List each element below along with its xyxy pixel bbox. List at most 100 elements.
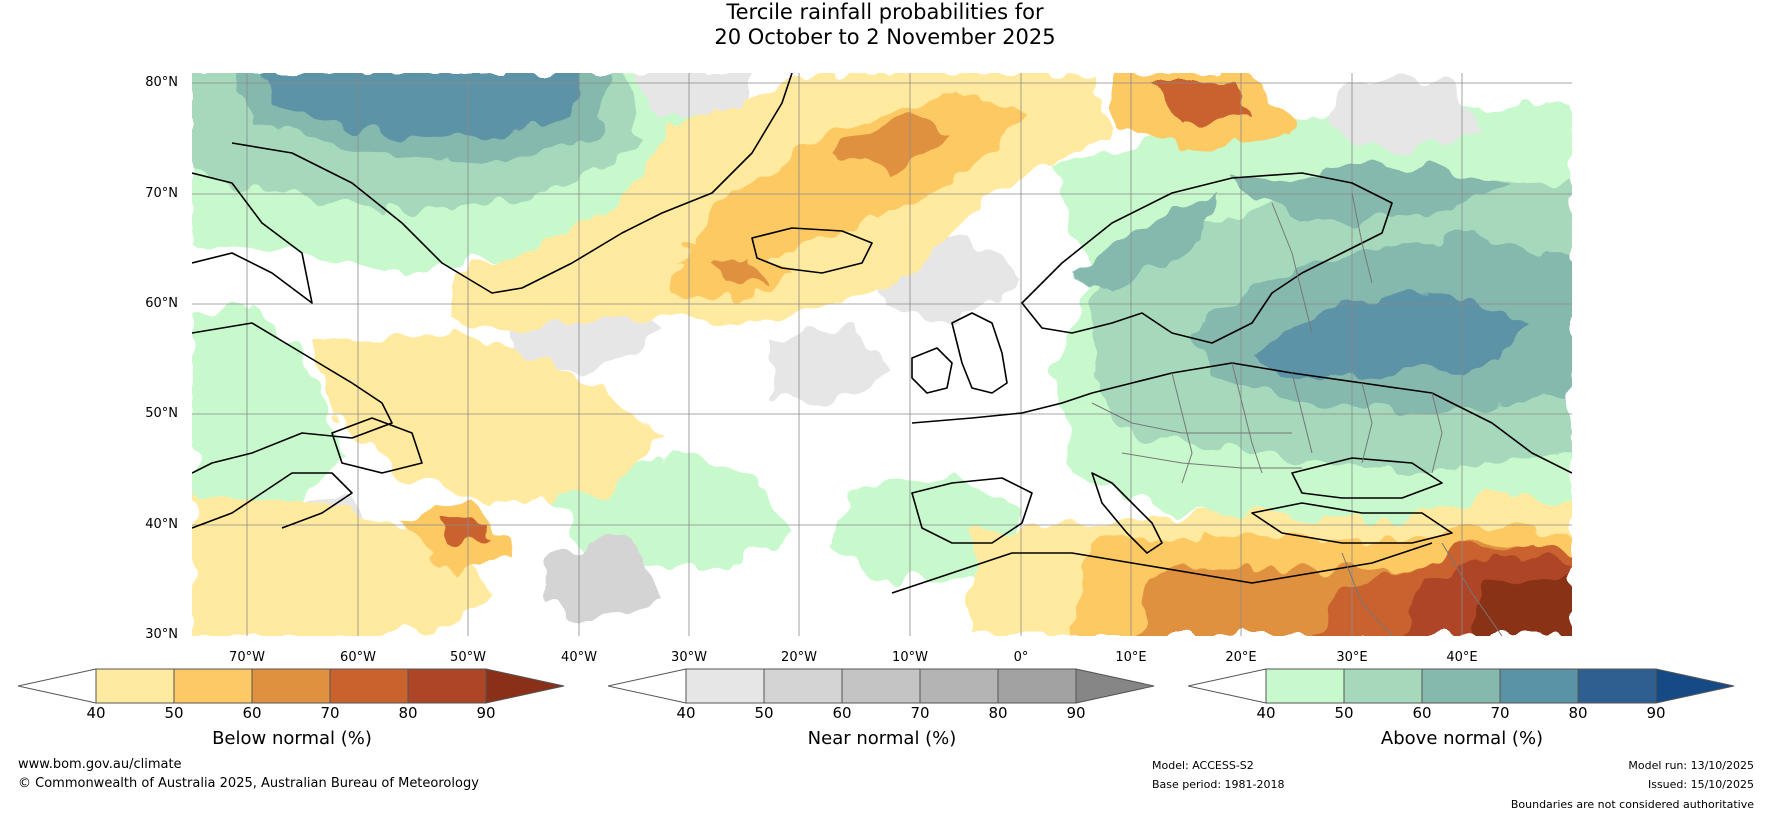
lon-label-20w: 20°W: [781, 650, 817, 665]
lon-label-30w: 30°W: [671, 650, 707, 665]
coastline-greenland: [231, 73, 793, 294]
colorbar-above-label: Above normal (%): [1380, 728, 1544, 749]
footer-disclaimer: Boundaries are not considered authoritat…: [1510, 798, 1754, 811]
colorbar-segment: [997, 668, 1077, 704]
colorbar-tick-label: 40: [86, 704, 106, 722]
colorbar-segment: [95, 668, 175, 704]
rainfall-probability-map: [192, 73, 1572, 636]
colorbar-segment: [251, 668, 331, 704]
title-line-1: Tercile rainfall probabilities for: [726, 0, 1044, 24]
coastline-europe: [911, 362, 1572, 474]
footer-website: www.bom.gov.au/climate: [18, 757, 182, 772]
lon-label-30e: 30°E: [1336, 650, 1368, 665]
footer-copyright: © Commonwealth of Australia 2025, Austra…: [18, 776, 479, 791]
colorbar-near-label: Near normal (%): [807, 728, 957, 749]
colorbar-tick-label: 80: [988, 704, 1008, 722]
lat-label-40n: 40°N: [145, 517, 178, 532]
colorbar-tick-label: 80: [398, 704, 418, 722]
colorbar-tick-label: 80: [1568, 704, 1588, 722]
lat-label-50n: 50°N: [145, 406, 178, 421]
coastline-british-isles: [951, 312, 1008, 394]
footer-base-period: Base period: 1981-2018: [1152, 778, 1285, 791]
colorbar-tick-label: 90: [1646, 704, 1666, 722]
colorbar-segment: [1499, 668, 1579, 704]
coastline-scandinavia: [1021, 172, 1393, 344]
map-title: Tercile rainfall probabilities for 20 Oc…: [0, 0, 1770, 50]
country-borders: [1091, 192, 1503, 636]
lon-label-70w: 70°W: [229, 650, 265, 665]
above-region-norway-coast: [1072, 193, 1222, 293]
near-region-bay-biscay: [772, 323, 892, 403]
coastline-us-east: [192, 472, 353, 529]
above-normal-regions: [192, 73, 1572, 583]
lon-label-10e: 10°E: [1115, 650, 1147, 665]
above-region-labrador: [192, 303, 342, 513]
near-region-canaries: [542, 533, 662, 623]
coastlines: [192, 73, 1572, 594]
colorbar-tick-label: 70: [320, 704, 340, 722]
below-region-iceland-south: [712, 258, 762, 288]
colorbar-tick-label: 60: [832, 704, 852, 722]
colorbar-tick-label: 50: [1334, 704, 1354, 722]
coastline-north-africa: [891, 542, 1433, 594]
colorbar-extend-high: [1075, 668, 1155, 704]
footer-model-run: Model run: 13/10/2025: [1628, 759, 1754, 772]
colorbar-extend-high: [1655, 668, 1735, 704]
colorbar-above-normal: [1188, 668, 1735, 704]
lon-label-40w: 40°W: [561, 650, 597, 665]
lon-label-0: 0°: [1013, 650, 1029, 665]
colorbar-tick-label: 70: [910, 704, 930, 722]
below-region-north-atlantic: [312, 333, 662, 503]
colorbar-below-label: Below normal (%): [212, 728, 372, 749]
coastline-turkey: [1251, 502, 1453, 544]
colorbar-tick-label: 50: [164, 704, 184, 722]
title-line-2: 20 October to 2 November 2025: [714, 25, 1056, 49]
coastline-iceland: [751, 227, 873, 274]
colorbar-segment: [919, 668, 999, 704]
colorbar-tick-label: 60: [242, 704, 262, 722]
colorbar-segment: [329, 668, 409, 704]
colorbar-segment: [1265, 668, 1345, 704]
lon-label-60w: 60°W: [340, 650, 376, 665]
coastline-ireland: [911, 347, 953, 394]
colorbar-tick-label: 40: [676, 704, 696, 722]
colorbar-segment: [407, 668, 487, 704]
near-region-arctic: [1332, 78, 1482, 153]
coastline-italy: [1091, 472, 1163, 554]
colorbar-tick-label: 90: [1066, 704, 1086, 722]
colorbar-tick-label: 60: [1412, 704, 1432, 722]
colorbar-extend-low: [18, 668, 97, 704]
lat-label-60n: 60°N: [145, 296, 178, 311]
below-region-svalbard: [1152, 83, 1252, 123]
below-region-greenland-iceland: [832, 113, 952, 173]
colorbar-below-normal: [18, 668, 565, 704]
colorbar-segment: [841, 668, 921, 704]
below-region-middle-east: [1472, 573, 1572, 636]
colorbar-segment: [685, 668, 765, 704]
lat-label-70n: 70°N: [145, 186, 178, 201]
lon-label-40e: 40°E: [1446, 650, 1478, 665]
colorbar-segment: [1421, 668, 1501, 704]
colorbar-extend-low: [1188, 668, 1267, 704]
colorbar-tick-label: 50: [754, 704, 774, 722]
lat-label-80n: 80°N: [145, 75, 178, 90]
colorbar-tick-label: 90: [476, 704, 496, 722]
colorbar-segment: [173, 668, 253, 704]
lon-label-50w: 50°W: [450, 650, 486, 665]
coastline-baffin: [192, 172, 313, 304]
map-gridlines: [192, 73, 1572, 636]
below-region-atlantic-subtropics: [442, 521, 492, 543]
lat-label-30n: 30°N: [145, 627, 178, 642]
colorbar-segment: [763, 668, 843, 704]
colorbar-near-normal: [608, 668, 1155, 704]
colorbar-segment: [1577, 668, 1657, 704]
footer-issued: Issued: 15/10/2025: [1647, 778, 1754, 791]
coastline-black-sea: [1291, 457, 1443, 499]
coastline-labrador: [192, 322, 393, 474]
coastline-iberia: [911, 477, 1033, 544]
lon-label-10w: 10°W: [892, 650, 928, 665]
colorbar-tick-label: 70: [1490, 704, 1510, 722]
footer-model: Model: ACCESS-S2: [1152, 759, 1254, 772]
lon-label-20e: 20°E: [1225, 650, 1257, 665]
colorbar-extend-high: [485, 668, 565, 704]
